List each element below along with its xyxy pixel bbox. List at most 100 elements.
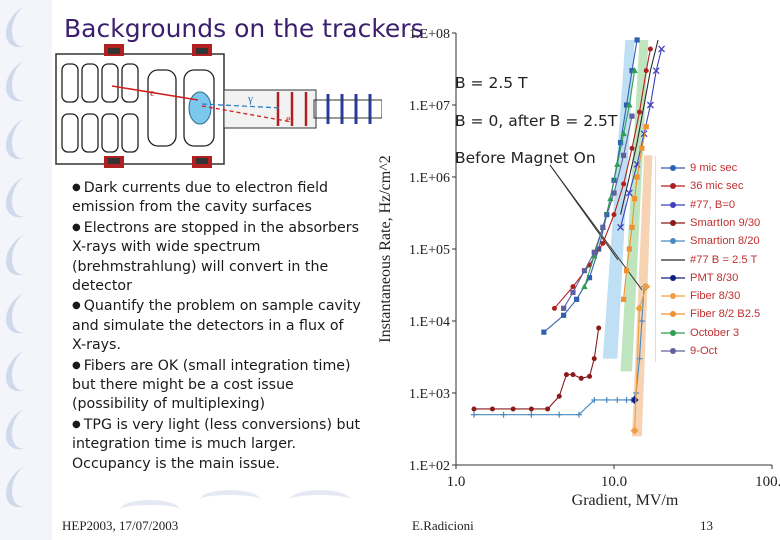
x-axis-label: Gradient, MV/m <box>572 492 679 509</box>
data-point <box>575 411 582 418</box>
chart-legend: 9 mic sec 36 mic sec #77, B=0 SmartIon 9/30… <box>655 156 774 362</box>
electron-label-1: e- <box>150 88 158 99</box>
legend-item: Fiber 8/2 B2.5 <box>660 308 760 323</box>
legend-item: SmartIon 9/30 <box>660 217 760 232</box>
detector-planes <box>276 92 308 126</box>
y-tick-label: 1.E+08 <box>409 27 450 42</box>
legend-symbol-icon <box>661 258 685 261</box>
legend-label: Smartion 8/20 <box>690 235 760 248</box>
series-line <box>474 327 600 410</box>
data-point <box>603 396 610 403</box>
data-point <box>635 304 644 313</box>
legend-label: #77, B=0 <box>690 198 736 211</box>
decorative-swirl <box>6 342 46 398</box>
data-point <box>631 67 638 74</box>
slide-title: Backgrounds on the trackers <box>64 14 424 43</box>
legend-symbol-icon <box>661 329 685 336</box>
data-point <box>551 305 557 311</box>
legend-label: Fiber 8/30 <box>690 290 741 303</box>
series-line <box>563 116 633 309</box>
data-point <box>614 396 621 403</box>
y-tick-label: 1.E+06 <box>409 171 450 186</box>
decorative-swirl <box>6 284 46 340</box>
electron-label-2: e- <box>286 114 294 125</box>
data-point <box>528 411 535 418</box>
decorative-swirl <box>200 490 260 509</box>
y-tick-label: 1.E+03 <box>409 387 450 402</box>
bullet-item: ● Electrons are stopped in the absorbers … <box>72 219 359 295</box>
bullet-item: ● Quantify the problem on sample cavity a… <box>72 298 361 354</box>
decorative-swirl <box>6 52 46 108</box>
data-point <box>561 312 567 318</box>
series-line <box>620 39 659 215</box>
legend-label: 9 mic sec <box>690 162 738 174</box>
bullet-dot-icon: ● <box>72 418 81 430</box>
chart-annotation: B = 2.5 T <box>455 74 528 92</box>
decorative-swirl <box>6 168 46 224</box>
legend-symbol-icon <box>661 274 685 281</box>
y-axis-label: Instantaneous Rate, Hz/cm^2 <box>377 155 394 342</box>
data-point <box>611 212 617 218</box>
data-point <box>629 68 635 74</box>
data-point <box>614 160 621 167</box>
bullet-dot-icon: ● <box>72 300 81 312</box>
legend-symbol-icon <box>661 201 685 208</box>
data-point <box>581 283 588 290</box>
data-point <box>510 406 516 412</box>
data-point <box>591 356 597 362</box>
data-point <box>578 375 584 381</box>
data-point <box>500 411 507 418</box>
legend-item: 9 mic sec <box>660 162 737 177</box>
data-point <box>623 268 630 274</box>
data-point <box>630 395 639 404</box>
data-point <box>643 124 649 130</box>
footer-page-number: 13 <box>700 518 713 533</box>
legend-item: Fiber 8/30 <box>660 290 740 305</box>
data-point <box>586 275 593 281</box>
legend-label: 9-Oct <box>690 345 718 357</box>
legend-symbol-icon <box>661 238 685 245</box>
data-point <box>570 284 576 290</box>
data-point <box>489 406 495 412</box>
data-point <box>581 268 588 274</box>
chart-annotation: B = 0, after B = 2.5T <box>455 112 618 130</box>
legend-label: SmartIon 9/30 <box>690 216 761 229</box>
data-point <box>638 318 645 324</box>
data-point <box>620 296 627 302</box>
data-point <box>591 249 597 255</box>
data-point <box>623 102 630 108</box>
data-point <box>629 113 635 119</box>
beam-pipe <box>313 99 382 119</box>
data-point <box>643 68 649 74</box>
bullet-dot-icon: ● <box>72 182 81 193</box>
data-point <box>634 174 640 180</box>
data-point <box>658 45 666 53</box>
absorber-planes <box>326 94 372 124</box>
data-point <box>625 189 633 197</box>
legend-label: October 3 <box>690 326 740 339</box>
data-point <box>600 240 606 246</box>
legend-label: 36 mic sec <box>690 180 744 193</box>
data-point <box>556 393 562 399</box>
annotation-arrow <box>549 164 619 261</box>
data-point <box>636 109 642 115</box>
legend-symbol-icon <box>661 311 685 318</box>
data-point <box>596 325 602 331</box>
photon-path <box>201 103 283 109</box>
data-point <box>561 305 567 311</box>
legend-symbol-icon <box>661 293 685 300</box>
data-point <box>620 152 627 158</box>
left-decorative-border <box>0 0 52 540</box>
data-point <box>626 246 632 252</box>
data-point <box>634 37 640 43</box>
data-point <box>556 411 563 418</box>
bullet-dot-icon: ● <box>72 359 81 371</box>
legend-item: PMT 8/30 <box>660 272 738 287</box>
data-point <box>563 372 569 378</box>
legend-label: PMT 8/30 <box>690 271 739 284</box>
y-tick-label: 1.E+04 <box>409 315 450 330</box>
data-point <box>574 296 580 302</box>
data-point <box>528 406 534 412</box>
x-tick-label: 10.0 <box>601 474 627 490</box>
decorative-swirl <box>6 400 46 456</box>
